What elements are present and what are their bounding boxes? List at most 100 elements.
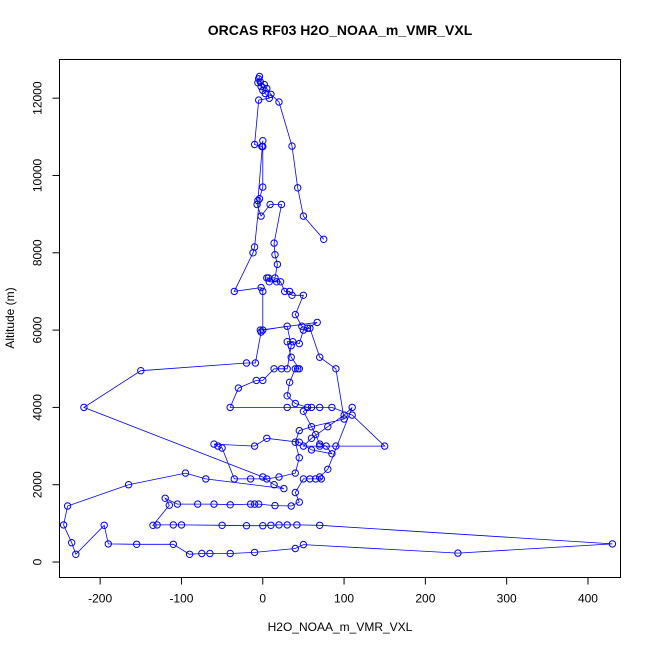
data-point: [280, 484, 288, 493]
data-point: [263, 274, 271, 282]
x-tick-label: 0: [259, 592, 266, 606]
data-point: [259, 287, 267, 296]
data-point: [291, 365, 299, 373]
data-point: [242, 359, 251, 367]
data-point: [257, 283, 265, 292]
data-point: [177, 521, 186, 529]
data-point: [307, 403, 316, 412]
data-point: [124, 481, 133, 489]
data-point: [295, 498, 303, 506]
data-point: [316, 403, 324, 412]
data-point: [316, 440, 324, 448]
data-point: [289, 338, 297, 346]
data-point: [218, 444, 226, 452]
x-tick-label: -200: [88, 592, 112, 606]
x-tick-label: 100: [334, 592, 354, 606]
data-point: [340, 411, 348, 419]
data-point: [80, 403, 88, 412]
data-point: [226, 403, 234, 412]
data-point: [267, 90, 275, 99]
data-point: [285, 378, 294, 386]
data-point: [316, 473, 324, 481]
data-point: [340, 415, 348, 423]
data-point: [185, 550, 194, 558]
data-point: [259, 137, 267, 145]
data-point: [251, 359, 260, 367]
data-point: [210, 440, 218, 448]
data-point: [299, 291, 308, 299]
data-point: [234, 384, 243, 392]
data-point: [259, 326, 267, 334]
data-point: [68, 539, 76, 547]
data-point: [324, 423, 332, 431]
data-point: [165, 501, 174, 509]
data-point: [295, 339, 303, 348]
data-point: [230, 287, 239, 296]
data-point: [255, 195, 264, 203]
data-point: [285, 287, 294, 296]
data-point: [72, 550, 80, 558]
data-point: [194, 500, 202, 508]
x-tick-label: 200: [415, 592, 435, 606]
data-point: [291, 310, 299, 319]
data-point: [277, 200, 286, 209]
data-point: [291, 544, 299, 553]
data-point: [328, 403, 336, 412]
data-point: [242, 522, 251, 530]
data-point: [275, 98, 283, 106]
y-tick-label: 6000: [31, 316, 45, 343]
data-point: [275, 473, 283, 481]
data-point: [226, 501, 234, 509]
data-point: [454, 549, 462, 557]
y-tick-label: 2000: [31, 471, 45, 498]
y-tick-label: 10000: [31, 158, 45, 192]
data-point: [254, 196, 262, 205]
data-point: [328, 450, 336, 458]
data-point: [161, 494, 169, 502]
data-point: [259, 142, 267, 151]
data-point: [299, 326, 308, 334]
data-point: [307, 434, 316, 442]
data-point: [246, 500, 255, 508]
data-point: [271, 251, 279, 259]
data-point: [181, 469, 190, 477]
data-point: [283, 403, 291, 412]
y-tick-label: 0: [31, 558, 45, 565]
data-point: [202, 475, 210, 483]
data-point: [259, 473, 267, 481]
data-point: [59, 521, 68, 529]
data-point: [104, 540, 113, 548]
y-tick-label: 12000: [31, 81, 45, 115]
data-point: [257, 82, 265, 91]
data-point: [277, 365, 286, 373]
data-point: [299, 212, 308, 220]
y-axis: 0 2000 4000 6000 8000 10000 12000: [31, 81, 60, 565]
data-point: [307, 446, 316, 454]
data-point: [263, 475, 271, 483]
data-point: [250, 442, 259, 450]
data-point: [324, 465, 332, 473]
data-point: [287, 502, 295, 510]
data-point: [273, 260, 282, 269]
series-line: [63, 76, 613, 556]
data-point: [270, 239, 278, 247]
data-point: [348, 411, 356, 419]
x-axis-label: H2O_NOAA_m_VMR_VXL: [268, 620, 413, 634]
data-point: [283, 365, 291, 373]
data-point: [261, 89, 269, 98]
data-point: [265, 278, 273, 286]
data-point: [295, 454, 303, 462]
data-point: [306, 324, 314, 332]
data-point: [288, 142, 296, 150]
data-point: [259, 183, 267, 191]
data-point: [153, 521, 161, 529]
data-point: [299, 442, 308, 450]
data-point: [295, 365, 303, 373]
data-point: [291, 399, 299, 408]
data-point: [316, 521, 324, 529]
x-tick-label: 300: [497, 592, 517, 606]
data-point: [255, 96, 263, 104]
data-point: [169, 540, 178, 548]
data-point: [259, 522, 267, 530]
